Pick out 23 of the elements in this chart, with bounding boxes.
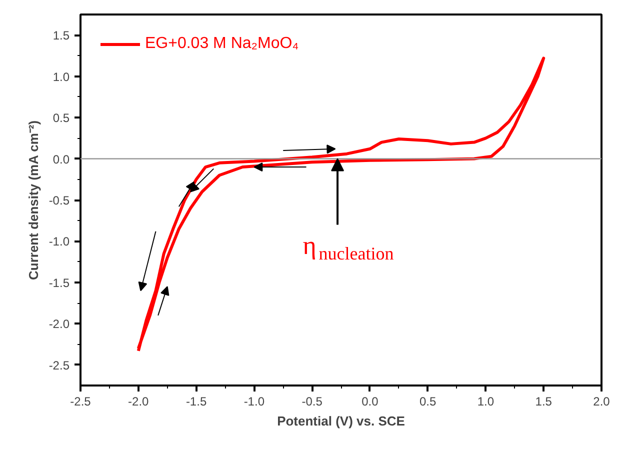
x-tick-label: -1.0 bbox=[244, 394, 265, 408]
y-tick-label: 1.0 bbox=[52, 70, 70, 84]
y-tick-label: -2.5 bbox=[48, 358, 70, 372]
y-tick-label: 1.5 bbox=[52, 28, 70, 43]
y-tick-label: 0.5 bbox=[52, 111, 70, 126]
x-tick-label: -1.5 bbox=[186, 394, 207, 408]
x-tick-label: 0.5 bbox=[419, 394, 436, 408]
y-tick-label: -1.0 bbox=[48, 234, 70, 249]
y-axis-title: Current density (mA cm⁻²) bbox=[26, 120, 41, 280]
line-series bbox=[136, 56, 546, 352]
x-tick-label: 0.0 bbox=[362, 394, 379, 408]
x-axis-title: Potential (V) vs. SCE bbox=[277, 414, 406, 428]
x-tick-label: -2.5 bbox=[70, 394, 92, 408]
x-tick-label: -2.0 bbox=[128, 394, 150, 408]
y-tick-label: -2.0 bbox=[48, 317, 70, 332]
y-tick-label: -0.5 bbox=[48, 194, 70, 208]
y-tick-label: -1.5 bbox=[48, 276, 70, 290]
x-tick-label: 1.5 bbox=[535, 394, 552, 408]
x-tick-label: -0.5 bbox=[302, 394, 323, 408]
y-tick-label: 0.0 bbox=[52, 152, 70, 166]
x-tick-label: 1.0 bbox=[477, 394, 494, 408]
legend-label: EG+0.03 M Na₂MoO₄ bbox=[145, 35, 299, 53]
x-tick-label: 2.0 bbox=[593, 394, 610, 408]
